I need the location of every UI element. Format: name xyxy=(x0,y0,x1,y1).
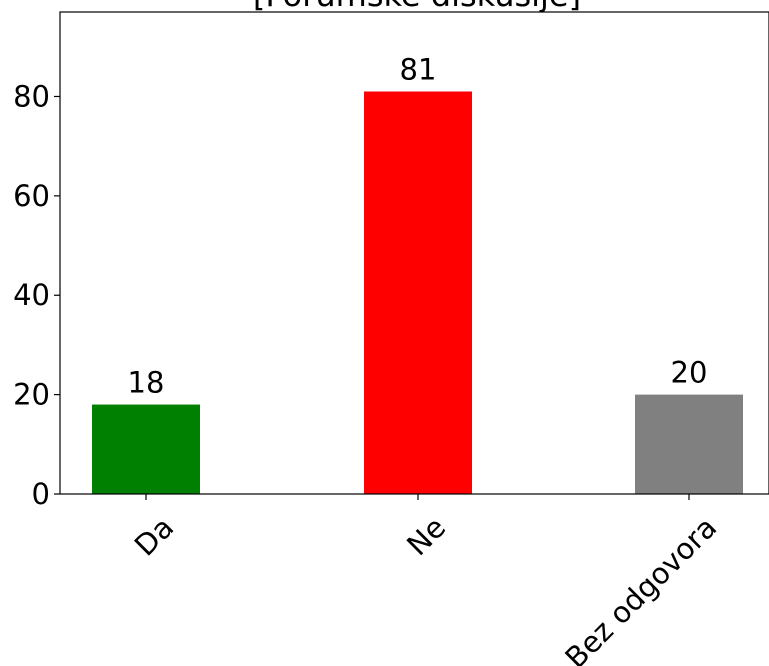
bar-value-label: 20 xyxy=(671,356,708,390)
plot-frame xyxy=(59,11,769,495)
bars: 18 81 20 xyxy=(92,53,743,494)
x-category-label: Da xyxy=(128,510,180,562)
y-tick-label: 0 xyxy=(32,477,50,511)
x-category-label: Ne xyxy=(400,510,452,562)
bar-value-label: 81 xyxy=(400,53,437,87)
bar-value-label: 18 xyxy=(128,366,165,400)
y-tick-label: 20 xyxy=(13,378,50,412)
x-category-label: Bez odgovora xyxy=(558,510,723,666)
bar xyxy=(92,404,200,494)
chart-title: [Forumske diskusije] xyxy=(253,0,581,14)
y-tick-label: 40 xyxy=(13,278,50,312)
y-axis: 0 20 40 60 80 xyxy=(13,79,60,511)
x-axis: Da Ne Bez odgovora xyxy=(128,494,723,666)
y-tick-label: 80 xyxy=(13,79,50,113)
bar xyxy=(635,394,743,494)
bar xyxy=(364,91,472,494)
y-tick-label: 60 xyxy=(13,179,50,213)
